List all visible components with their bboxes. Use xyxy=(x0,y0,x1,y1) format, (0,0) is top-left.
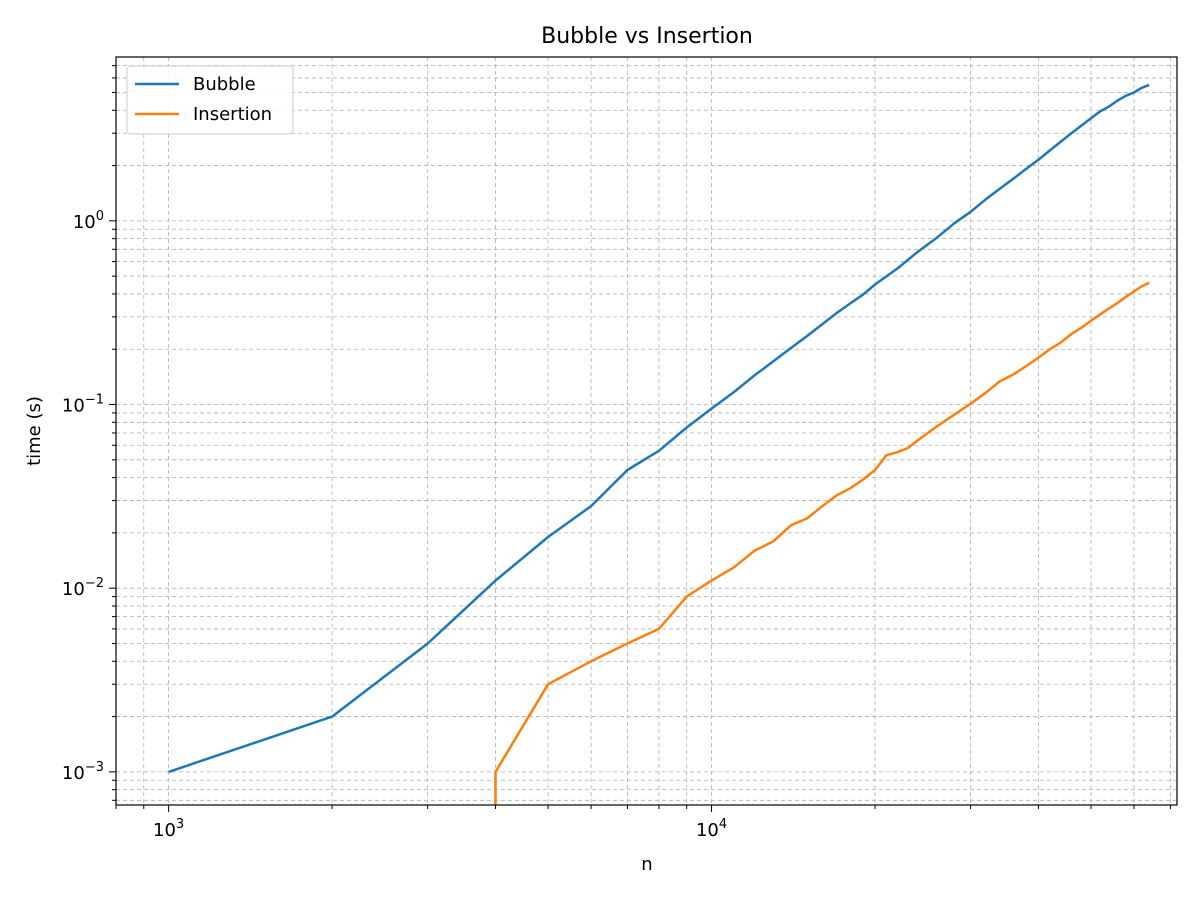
chart-title: Bubble vs Insertion xyxy=(541,24,753,49)
series-line-bubble xyxy=(168,83,1150,774)
legend-label-insertion: Insertion xyxy=(193,104,272,125)
x-axis: 103 104 xyxy=(115,805,1171,841)
x-tick-label: 103 xyxy=(153,817,184,841)
legend: Bubble Insertion xyxy=(126,65,294,135)
y-tick-label: 10−1 xyxy=(62,393,104,417)
x-axis-label: n xyxy=(641,854,652,875)
plot-series xyxy=(168,83,1150,805)
plot-frame xyxy=(115,56,1178,806)
y-tick-label: 10−2 xyxy=(62,576,104,600)
y-tick-label: 10−3 xyxy=(62,760,104,784)
y-tick-label: 100 xyxy=(73,209,104,233)
y-axis: 10−3 10−2 10−1 100 xyxy=(62,65,116,801)
series-line-insertion xyxy=(494,281,1150,805)
grid xyxy=(115,57,1177,805)
legend-label-bubble: Bubble xyxy=(193,74,256,95)
x-tick-label: 104 xyxy=(696,817,727,841)
y-axis-label: time (s) xyxy=(24,396,45,466)
